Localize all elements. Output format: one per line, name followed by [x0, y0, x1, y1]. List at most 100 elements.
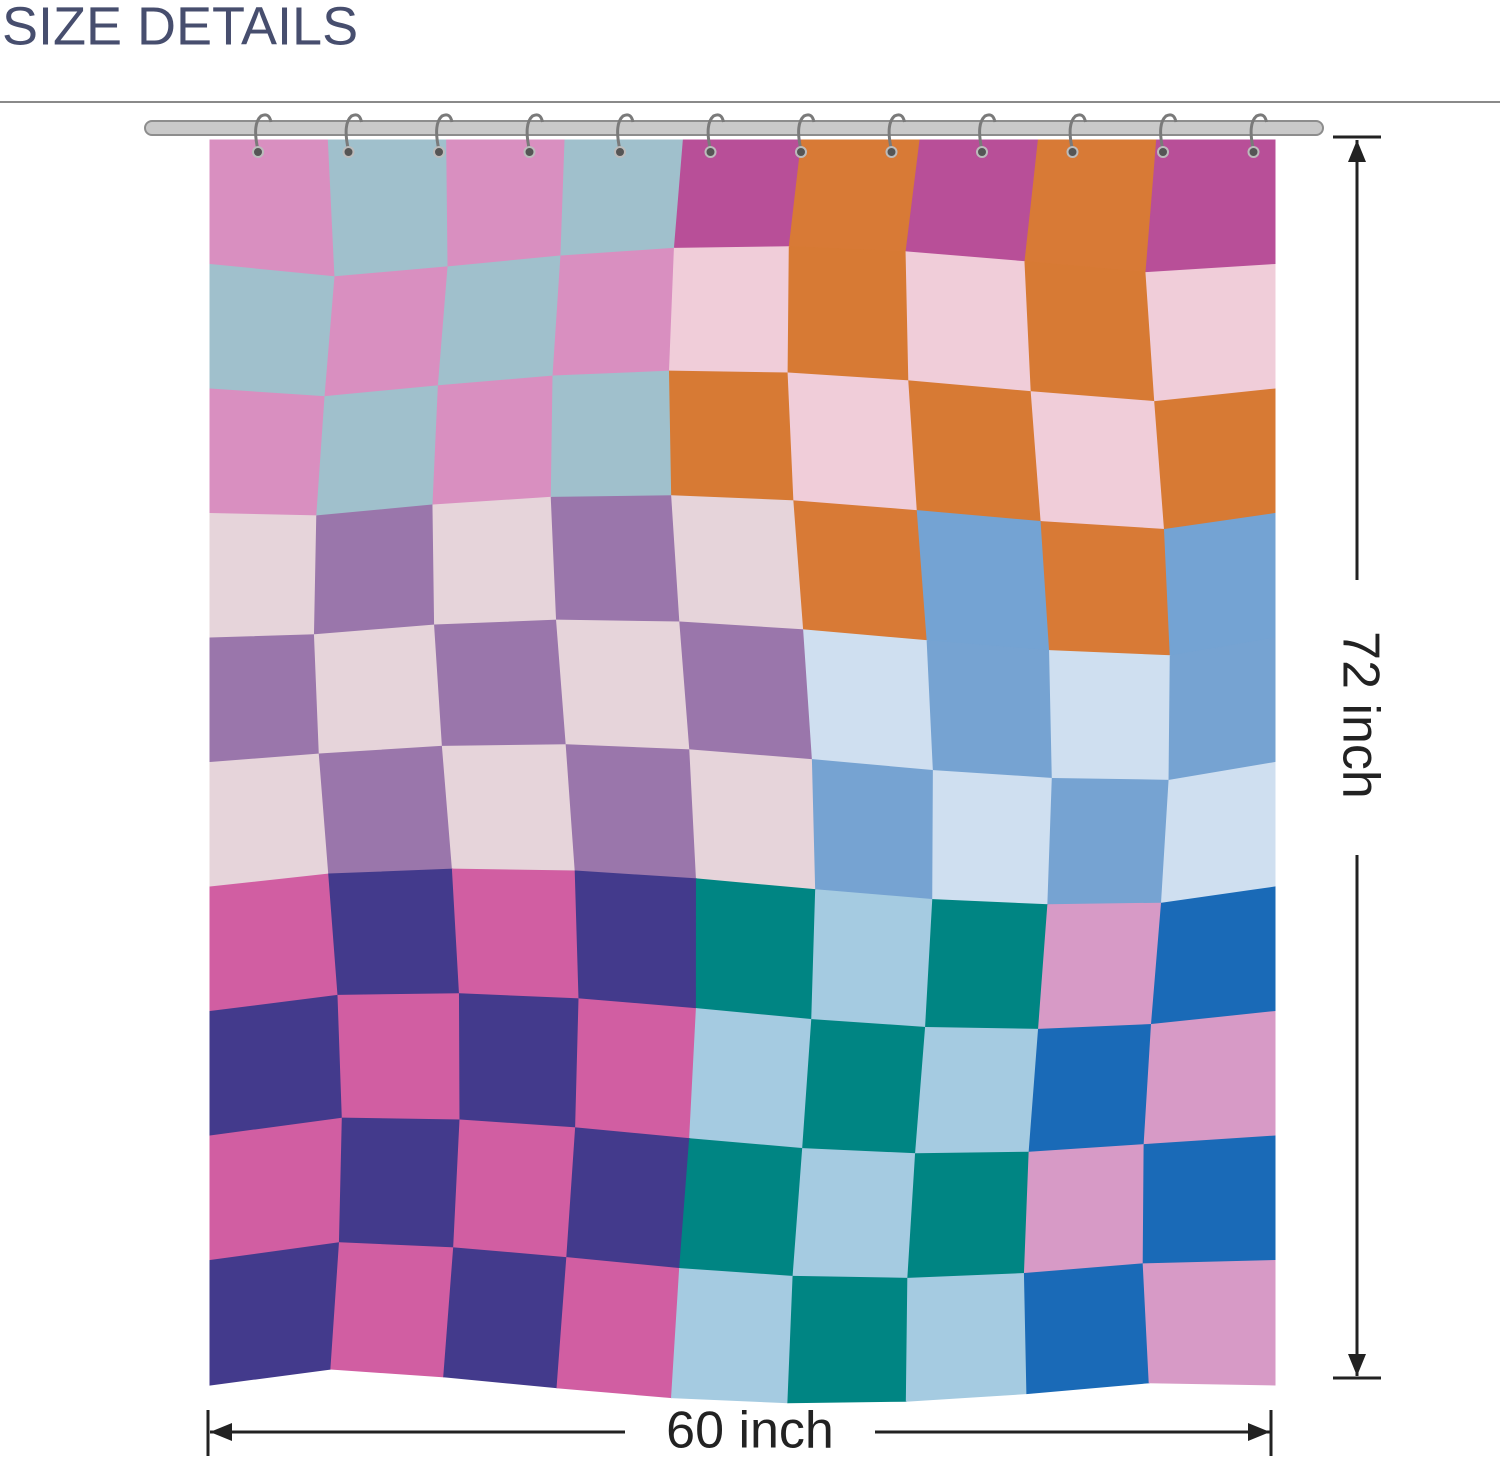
checker-tile: [926, 640, 1053, 779]
checker-tile: [1142, 1259, 1276, 1386]
checker-tile: [556, 619, 691, 751]
checker-tile: [673, 139, 803, 249]
hook: [797, 113, 816, 151]
checker-tile: [338, 1117, 461, 1249]
checker-tile: [1024, 261, 1156, 403]
checker-tile: [313, 624, 443, 755]
checker-tile: [209, 139, 336, 278]
grommet: [1247, 146, 1260, 158]
checker-tile: [458, 993, 580, 1129]
grommet: [252, 146, 264, 158]
grommet: [976, 146, 988, 158]
checker-tile: [451, 868, 580, 1000]
grommet: [1157, 146, 1169, 158]
checker-tile: [792, 1148, 917, 1279]
checker-tile: [441, 744, 576, 872]
checker-tile: [434, 619, 567, 747]
hook: [706, 113, 725, 151]
checker-tile: [209, 634, 320, 764]
hook: [616, 113, 635, 151]
checker-tile: [1037, 902, 1163, 1030]
checker-tile: [453, 1119, 577, 1259]
checker-tile: [209, 994, 343, 1137]
checker-tile: [916, 510, 1051, 652]
checker-tile: [1143, 1010, 1276, 1146]
title: SIZE DETAILS: [2, 0, 358, 56]
checker-tile: [802, 1019, 927, 1155]
checker-tile: [556, 1257, 681, 1399]
checker-tile: [905, 1272, 1028, 1402]
checker-tile: [932, 770, 1053, 906]
checker-tile: [209, 263, 336, 398]
checker-tile: [446, 139, 566, 268]
checker-tile: [437, 255, 562, 387]
curtain-rod: [144, 120, 1324, 136]
checker-tile: [550, 495, 681, 623]
checker-tile: [668, 370, 795, 502]
checker-tile: [1024, 139, 1158, 274]
checker-tile: [925, 899, 1049, 1030]
checker-tile: [671, 1268, 794, 1404]
checker-tile: [689, 1008, 813, 1150]
checker-tile: [914, 1026, 1040, 1155]
grommet: [433, 146, 445, 158]
checker-tile: [552, 247, 675, 377]
checker-tile: [1028, 1023, 1152, 1153]
hook: [435, 113, 454, 151]
checker-tile: [575, 998, 697, 1140]
hook: [1068, 113, 1087, 151]
checker-tile: [788, 139, 921, 253]
grommet: [885, 146, 898, 158]
hooks: [252, 113, 1268, 158]
checker-tile: [811, 889, 934, 1028]
checker-tile: [209, 1117, 343, 1262]
checker-tile: [318, 745, 453, 875]
checker-tile: [209, 1242, 340, 1386]
checker-tile: [1160, 761, 1276, 904]
hook: [254, 113, 273, 151]
checker-tile: [1154, 388, 1276, 531]
hook: [1159, 113, 1178, 151]
checker-tile: [811, 759, 934, 901]
checker-tile: [787, 246, 910, 382]
hook: [887, 113, 906, 151]
grommet: [704, 146, 717, 158]
checker-tile: [905, 139, 1039, 263]
checker-tile: [1040, 521, 1171, 657]
checker-tile: [1023, 1144, 1145, 1275]
checker-tile: [209, 388, 326, 517]
hook: [525, 113, 544, 151]
checker-tile: [1023, 1263, 1150, 1395]
checker-tile: [209, 873, 339, 1013]
checker-tile: [1049, 650, 1171, 781]
checker-tile: [327, 139, 449, 278]
grommet: [614, 146, 626, 158]
checker-tile: [337, 993, 461, 1121]
grommet: [795, 146, 807, 158]
checker-tile: [566, 1127, 691, 1270]
grommet: [342, 146, 355, 158]
checker-tile: [1142, 1135, 1276, 1265]
checker-tile: [1145, 139, 1276, 274]
checker-tile: [793, 500, 928, 642]
checker-tile: [1047, 777, 1170, 906]
checker-tile: [1168, 637, 1276, 781]
hook: [1249, 113, 1268, 151]
checker-tile: [787, 1275, 909, 1404]
width-label: 60 inch: [666, 1402, 834, 1460]
checker-tile: [565, 744, 697, 880]
checker-tile: [1150, 886, 1276, 1026]
checker-tile: [679, 621, 813, 761]
checker-tile: [668, 246, 790, 374]
checker-tile: [695, 878, 817, 1021]
hook: [344, 113, 363, 151]
checker-tile: [316, 385, 439, 517]
hook: [978, 113, 997, 151]
checker-tile: [328, 868, 461, 996]
checker-tile: [443, 1247, 568, 1389]
checker-tile: [209, 512, 318, 639]
checker-tile: [1030, 391, 1166, 530]
checker-tile: [324, 266, 449, 398]
checker-tile: [671, 495, 805, 631]
